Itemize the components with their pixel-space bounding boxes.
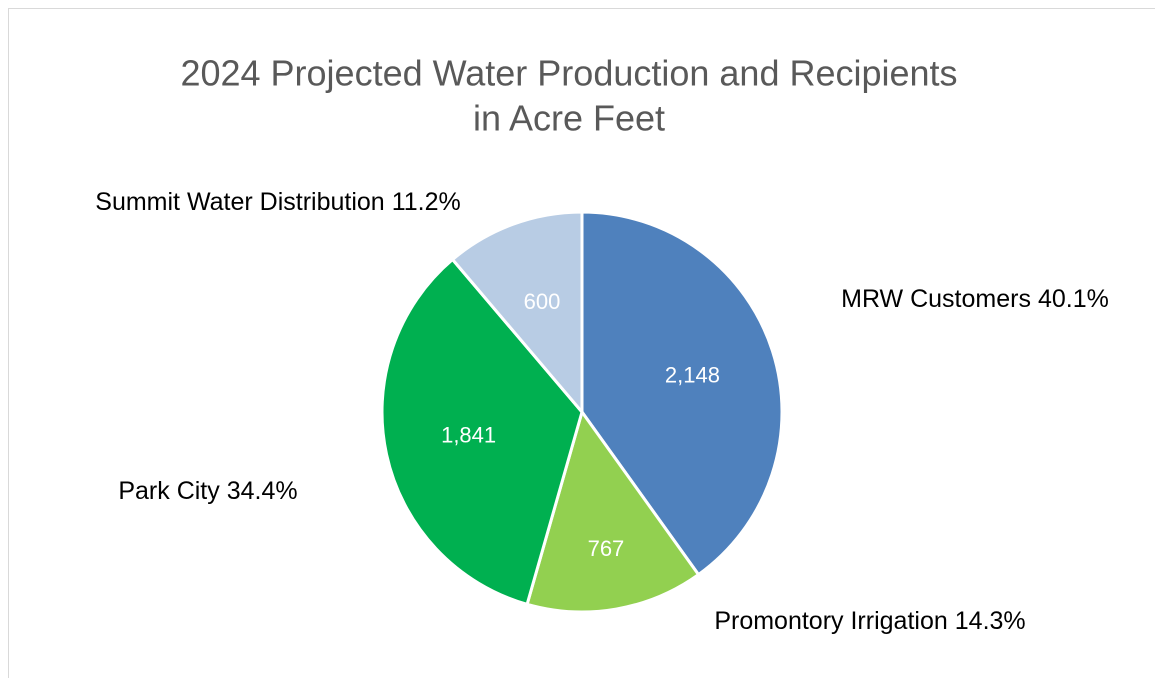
- pie-slice: [380, 257, 584, 607]
- percent-label: 34.4%: [227, 477, 298, 505]
- category-name: MRW Customers: [841, 285, 1031, 313]
- value-label: 600: [524, 289, 561, 314]
- percent-label: 14.3%: [955, 607, 1026, 635]
- pie-slice: [450, 210, 584, 417]
- category-name: Summit Water Distribution: [95, 188, 384, 216]
- percent-label: 40.1%: [1038, 285, 1109, 313]
- chart-title: 2024 Projected Water Production and Reci…: [180, 53, 957, 94]
- pie-slice: [580, 210, 784, 577]
- category-name: Promontory Irrigation: [714, 607, 947, 635]
- category-label: Summit Water Distribution 11.2%: [95, 188, 460, 216]
- category-name: Park City: [118, 477, 220, 505]
- category-label: Park City 34.4%: [118, 477, 297, 505]
- value-label: 767: [588, 536, 625, 561]
- pie-slice: [525, 408, 701, 614]
- percent-label: 11.2%: [392, 188, 461, 216]
- chart-frame: [8, 8, 1155, 678]
- category-label: MRW Customers 40.1%: [841, 285, 1109, 313]
- chart-subtitle: in Acre Feet: [473, 98, 665, 139]
- value-label: 2,148: [665, 362, 720, 387]
- category-label: Promontory Irrigation 14.3%: [714, 607, 1025, 635]
- value-label: 1,841: [441, 422, 496, 447]
